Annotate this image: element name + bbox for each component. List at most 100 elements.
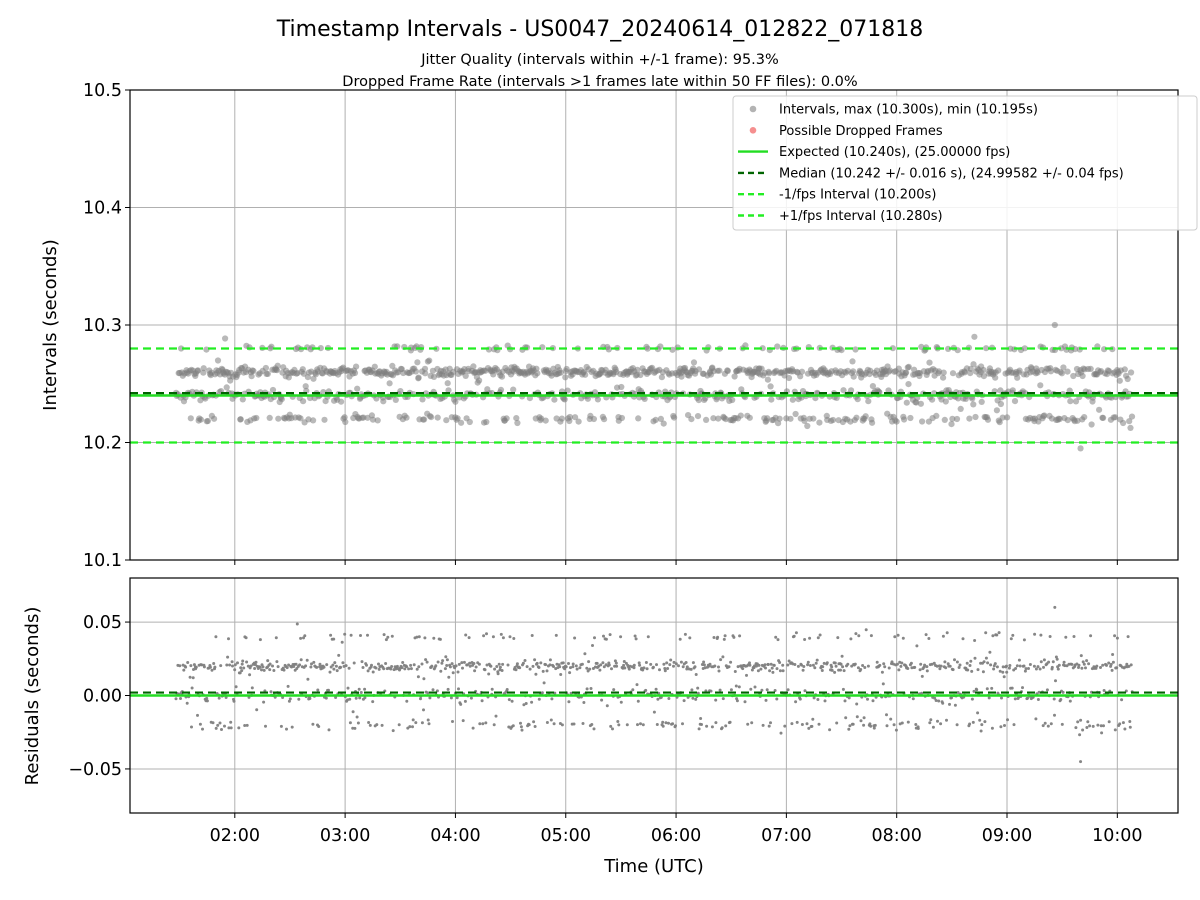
data-point bbox=[242, 666, 246, 670]
data-point bbox=[217, 696, 221, 700]
data-point bbox=[567, 662, 570, 665]
data-point bbox=[281, 696, 285, 699]
data-point bbox=[519, 721, 522, 725]
data-point bbox=[482, 634, 486, 638]
data-point bbox=[303, 634, 307, 638]
data-point bbox=[353, 726, 357, 730]
data-point bbox=[844, 716, 848, 720]
data-point bbox=[889, 345, 897, 352]
data-point bbox=[654, 687, 658, 691]
x-tick-label: 02:00 bbox=[210, 826, 260, 846]
data-point bbox=[998, 669, 1002, 673]
data-point bbox=[343, 632, 347, 636]
data-point bbox=[1096, 723, 1100, 727]
data-point bbox=[405, 665, 409, 669]
data-point bbox=[223, 724, 226, 728]
data-point bbox=[873, 723, 877, 727]
data-point bbox=[1102, 724, 1105, 728]
data-point bbox=[869, 634, 873, 638]
data-point bbox=[530, 700, 534, 704]
data-point bbox=[380, 723, 384, 727]
data-point bbox=[801, 417, 808, 424]
data-point bbox=[571, 662, 575, 666]
data-point bbox=[382, 667, 386, 671]
legend-label: Median (10.242 +/- 0.016 s), (24.99582 +… bbox=[779, 166, 1124, 181]
data-point bbox=[995, 665, 999, 669]
data-point bbox=[389, 667, 393, 671]
data-point bbox=[434, 664, 438, 668]
data-point bbox=[779, 731, 783, 735]
data-point-max bbox=[1053, 605, 1057, 609]
data-point bbox=[955, 660, 959, 664]
data-point bbox=[934, 699, 938, 702]
data-point bbox=[993, 662, 997, 666]
data-point bbox=[748, 661, 751, 665]
data-point bbox=[906, 720, 910, 724]
data-point bbox=[522, 703, 526, 707]
data-point bbox=[949, 415, 956, 422]
data-point bbox=[895, 662, 899, 666]
data-point bbox=[499, 632, 503, 636]
data-point bbox=[426, 691, 430, 695]
data-point bbox=[338, 398, 345, 405]
data-point bbox=[866, 697, 869, 701]
y-tick-label: 10.4 bbox=[83, 199, 122, 219]
data-point bbox=[816, 419, 823, 426]
data-point bbox=[822, 661, 826, 665]
data-point bbox=[421, 365, 429, 372]
data-point bbox=[300, 398, 307, 405]
data-point bbox=[637, 371, 644, 379]
data-point bbox=[239, 396, 246, 403]
data-point bbox=[380, 398, 387, 405]
data-point bbox=[973, 639, 977, 642]
data-point bbox=[305, 658, 309, 662]
data-point bbox=[357, 687, 361, 691]
data-point bbox=[1082, 662, 1086, 666]
data-point bbox=[941, 634, 945, 638]
data-point bbox=[758, 365, 765, 372]
data-point bbox=[1063, 664, 1067, 668]
data-point bbox=[370, 663, 373, 667]
data-point bbox=[728, 720, 732, 724]
data-point bbox=[501, 662, 505, 666]
data-point bbox=[561, 396, 568, 403]
data-point bbox=[810, 415, 817, 422]
data-point bbox=[890, 660, 894, 664]
data-point bbox=[377, 667, 381, 671]
data-point bbox=[563, 667, 567, 671]
data-point bbox=[825, 661, 829, 665]
data-point bbox=[720, 726, 724, 730]
data-point bbox=[768, 669, 772, 673]
data-point bbox=[915, 644, 919, 648]
data-point bbox=[1099, 666, 1102, 669]
data-point bbox=[766, 663, 770, 666]
data-point bbox=[864, 628, 868, 632]
data-point bbox=[918, 668, 922, 672]
data-point bbox=[941, 701, 945, 705]
data-point bbox=[190, 686, 194, 690]
data-point bbox=[820, 669, 824, 672]
data-point bbox=[537, 666, 541, 669]
data-point bbox=[290, 725, 294, 729]
data-point bbox=[709, 689, 713, 693]
data-point bbox=[483, 668, 487, 672]
data-point bbox=[466, 418, 473, 426]
data-point bbox=[327, 728, 331, 732]
data-point bbox=[205, 699, 209, 703]
data-point bbox=[203, 346, 210, 353]
data-point bbox=[464, 633, 468, 637]
data-point bbox=[1010, 686, 1014, 690]
data-point bbox=[961, 637, 965, 641]
data-point bbox=[972, 689, 976, 693]
data-point bbox=[403, 667, 407, 671]
data-point bbox=[337, 653, 341, 657]
data-point bbox=[569, 666, 572, 670]
data-point bbox=[227, 637, 230, 641]
data-point bbox=[855, 715, 859, 719]
data-point bbox=[1048, 635, 1052, 638]
data-point bbox=[764, 376, 772, 383]
data-point bbox=[953, 658, 956, 662]
data-point bbox=[250, 367, 257, 374]
data-point bbox=[869, 419, 876, 426]
data-point bbox=[641, 395, 648, 402]
